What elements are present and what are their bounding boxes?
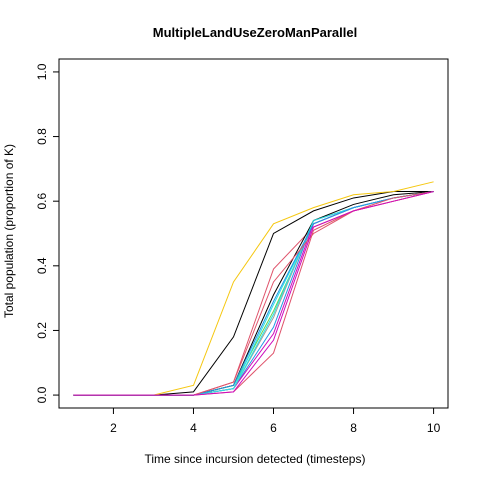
x-tick-label: 4 (190, 421, 197, 435)
plot-frame (58, 58, 449, 409)
x-tick-label: 8 (350, 421, 357, 435)
series-line-14 (73, 191, 434, 396)
series-line-3 (73, 190, 434, 396)
series-line-6 (73, 190, 434, 396)
y-axis: 0.0 0.2 0.4 0.6 0.8 1.0 (35, 63, 59, 403)
y-tick-label: 0.2 (35, 322, 49, 339)
series-line-10 (73, 191, 434, 396)
y-tick-label: 0.8 (35, 128, 49, 145)
y-axis-label: Total population (proportion of K) (2, 144, 16, 318)
series-line-13 (73, 190, 434, 396)
y-tick-label: 0.0 (35, 386, 49, 403)
series-line-4 (73, 190, 434, 396)
y-tick-label: 1.0 (35, 63, 49, 80)
series-line-9 (73, 190, 434, 396)
chart-title: MultipleLandUseZeroManParallel (153, 25, 357, 40)
x-tick-label: 2 (110, 421, 117, 435)
x-axis: 2 4 6 8 10 (110, 408, 441, 435)
series-line-2 (73, 191, 434, 396)
series-line-7 (73, 181, 434, 396)
series-line-1 (73, 190, 434, 396)
series-line-8 (73, 190, 434, 396)
series-line-12 (73, 190, 434, 396)
series-line-11 (73, 190, 434, 396)
series-layer (73, 181, 434, 396)
x-axis-label: Time since incursion detected (timesteps… (145, 452, 366, 466)
x-tick-label: 6 (270, 421, 277, 435)
x-tick-label: 10 (427, 421, 441, 435)
y-tick-label: 0.4 (35, 257, 49, 274)
series-line-5 (73, 190, 434, 396)
y-tick-label: 0.6 (35, 193, 49, 210)
